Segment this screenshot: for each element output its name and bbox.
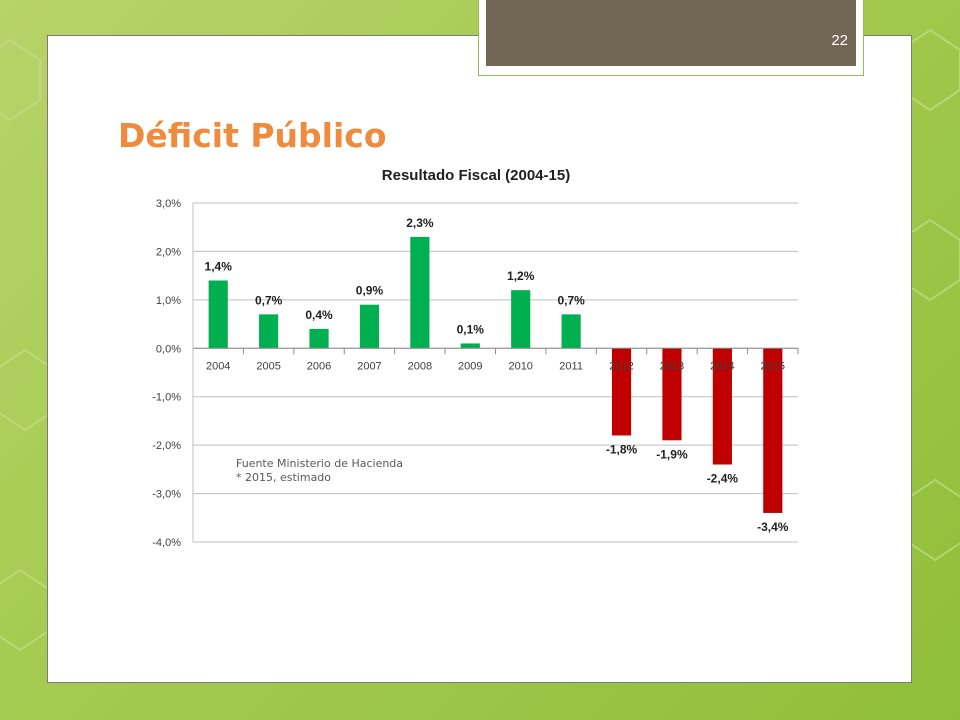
y-tick-label: -3,0% — [152, 489, 181, 501]
header-tab — [486, 0, 856, 66]
slide-title: Déficit Público — [118, 116, 387, 155]
bar-2013 — [662, 348, 682, 441]
data-label-2012: -1,8% — [606, 442, 638, 456]
bar-2015 — [763, 348, 783, 513]
data-label-2007: 0,9% — [356, 284, 384, 298]
estimate-note: * 2015, estimado — [236, 471, 331, 484]
y-tick-label: 0,0% — [156, 343, 181, 355]
x-tick-label: 2007 — [357, 360, 381, 372]
data-label-2006: 0,4% — [305, 308, 333, 322]
y-tick-label: 1,0% — [156, 295, 181, 307]
bars — [208, 236, 783, 513]
bar-2006 — [309, 328, 329, 349]
y-axis-ticks: 3,0% 2,0% 1,0% 0,0% -1,0% -2,0% -3,0% -4,0% — [152, 198, 181, 549]
x-tick-label: 2011 — [559, 360, 583, 372]
chart-title: Resultado Fiscal (2004-15) — [382, 167, 570, 184]
page-number: 22 — [831, 32, 848, 49]
bar-2005 — [259, 314, 279, 349]
y-tick-label: -2,0% — [152, 440, 181, 452]
y-tick-label: -1,0% — [152, 392, 181, 404]
bar-2010 — [511, 290, 531, 349]
data-label-2004: 1,4% — [205, 259, 233, 273]
x-tick-label: 2005 — [256, 360, 280, 372]
data-label-2014: -2,4% — [707, 472, 739, 486]
x-tick-label: 2012 — [609, 360, 633, 372]
bar-2004 — [208, 280, 228, 349]
data-label-2013: -1,9% — [656, 447, 688, 461]
data-labels: 1,4% 0,7% 0,4% 0,9% 2,3% 0,1% 1,2% 0,7% -1,8% -1,… — [205, 216, 789, 534]
data-label-2005: 0,7% — [255, 293, 283, 307]
data-label-2015: -3,4% — [757, 520, 789, 534]
source-note: Fuente Ministerio de Hacienda — [236, 457, 403, 470]
data-label-2010: 1,2% — [507, 269, 535, 283]
x-tick-label: 2009 — [458, 360, 482, 372]
x-tick-label: 2013 — [660, 360, 684, 372]
x-tick-label: 2004 — [206, 360, 230, 372]
x-tick-label: 2010 — [508, 360, 532, 372]
data-label-2008: 2,3% — [406, 216, 434, 230]
bar-2011 — [561, 314, 581, 349]
bar-2007 — [359, 304, 380, 349]
x-tick-label: 2015 — [761, 360, 785, 372]
bar-2014 — [712, 348, 732, 465]
y-tick-label: 2,0% — [156, 246, 181, 258]
x-tick-label: 2014 — [710, 360, 734, 372]
x-tick-label: 2008 — [408, 360, 432, 372]
y-tick-label: -4,0% — [152, 537, 181, 549]
bar-2009 — [460, 343, 480, 349]
bar-2008 — [410, 236, 430, 349]
x-tick-label: 2006 — [307, 360, 331, 372]
gridlines — [192, 202, 798, 543]
data-label-2011: 0,7% — [557, 293, 585, 307]
bar-2012 — [611, 348, 632, 436]
data-label-2009: 0,1% — [457, 322, 485, 336]
y-tick-label: 3,0% — [156, 198, 181, 210]
x-axis-ticks: 2004 2005 2006 2007 2008 2009 2010 2011 2012 2013… — [206, 348, 799, 372]
